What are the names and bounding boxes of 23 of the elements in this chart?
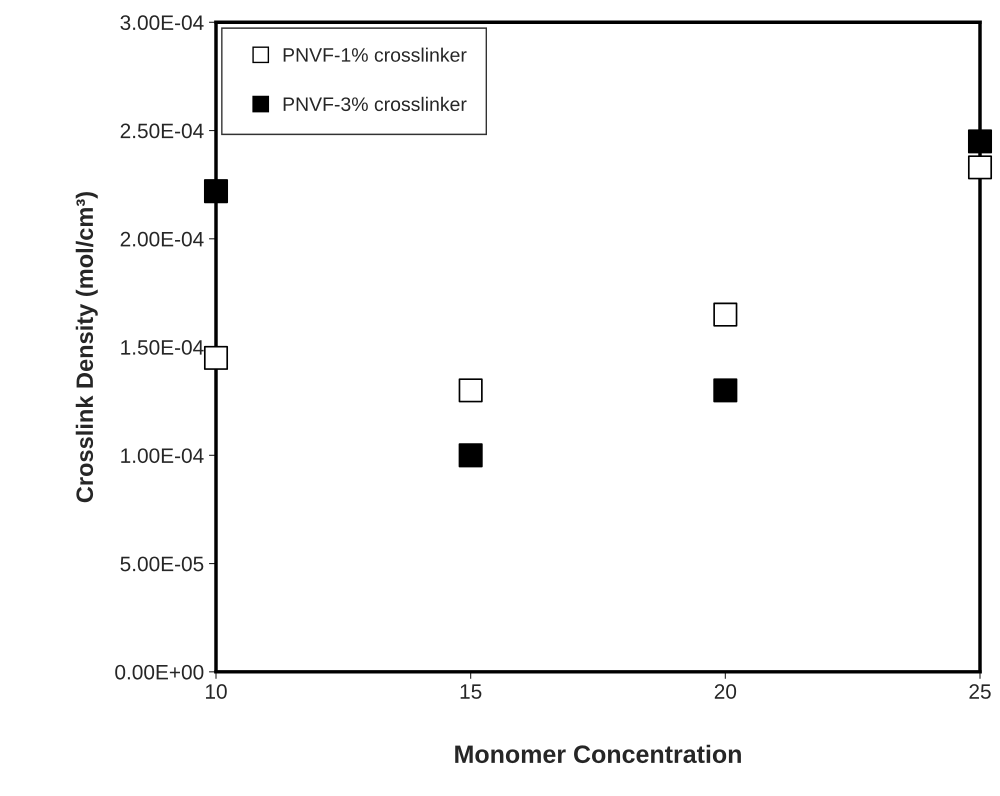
legend-label: PNVF-1% crosslinker — [284, 48, 467, 62]
point — [204, 179, 228, 204]
y-tick-label: 2.00E-04 — [120, 232, 204, 247]
point — [458, 378, 483, 402]
x-tick-label: 25 — [969, 684, 991, 699]
point — [968, 155, 992, 180]
y-tick-label: 1.00E-04 — [121, 448, 204, 464]
point — [713, 302, 738, 327]
x-tick-label: 20 — [714, 684, 736, 699]
point — [458, 443, 483, 468]
x-tick-label: 15 — [460, 684, 482, 699]
y-tick-label: 5.00E-05 — [120, 556, 204, 572]
x-axis-title: Monomer Concentration — [455, 744, 741, 764]
y-tick-label: 3.00E-04 — [120, 15, 204, 30]
y-axis-title: Crosslink Density (mol/cm³) — [76, 192, 98, 502]
y-tick-label: 1.50E-04 — [121, 340, 204, 355]
x-tick-label: 10 — [206, 684, 227, 699]
legend-label: PNVF-3% crosslinker — [284, 96, 467, 112]
y-tick-label: 2.50E-04 — [120, 124, 204, 138]
point — [204, 346, 228, 370]
point — [968, 129, 992, 154]
y-tick-label: 0.00E+00 — [115, 664, 204, 680]
point — [713, 378, 738, 402]
